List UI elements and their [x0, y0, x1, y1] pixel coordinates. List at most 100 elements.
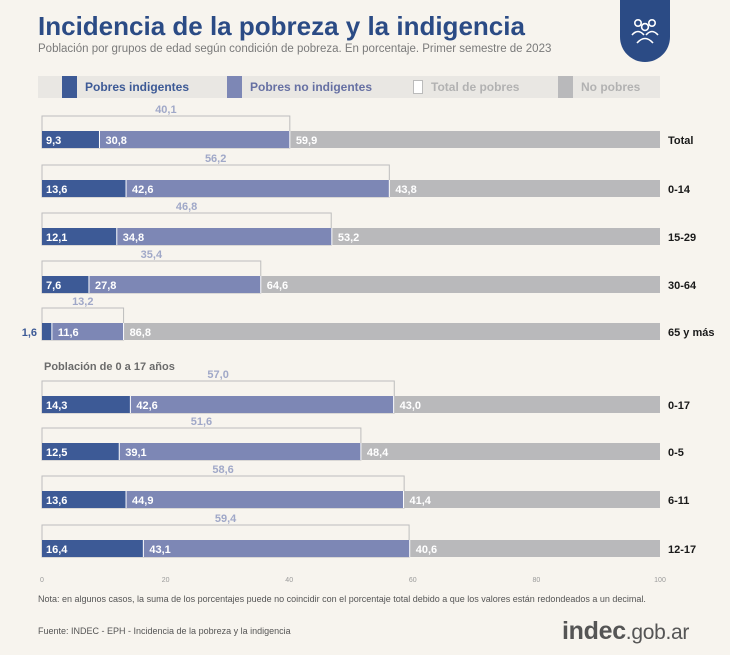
value-no-pobres-0-14: 43,8	[395, 184, 416, 196]
value-no-pobres-0-17: 43,0	[400, 400, 421, 412]
bar-no-pobres-65-y-más	[123, 323, 661, 340]
value-indigentes-0-14: 13,6	[46, 184, 67, 196]
total-label-15-29: 46,8	[176, 201, 197, 213]
total-label-65-y-más: 13,2	[72, 296, 93, 308]
category-label-30-64: 30-64	[668, 280, 697, 292]
total-label-0-17: 57,0	[207, 369, 228, 381]
legend-label-indigentes: Pobres indigentes	[85, 80, 190, 94]
bar-no-pobres-0-5	[360, 443, 660, 460]
bar-no-indigentes-65-y-más	[51, 323, 124, 340]
value-no-indigentes-6-11: 44,9	[132, 495, 153, 507]
legend-label-no-indigentes: Pobres no indigentes	[250, 80, 373, 94]
bar-no-pobres-0-17	[393, 396, 660, 413]
value-indigentes-65-y-más: 1,6	[22, 327, 37, 339]
legend-swatch-no-indigentes	[227, 76, 242, 98]
x-tick-2: 40	[285, 577, 293, 584]
value-no-indigentes-30-64: 27,8	[95, 280, 116, 292]
total-label-12-17: 59,4	[215, 513, 237, 525]
legend-item-no-pobres: No pobres	[558, 76, 640, 98]
value-no-indigentes-15-29: 34,8	[123, 232, 144, 244]
value-no-pobres-15-29: 53,2	[338, 232, 359, 244]
people-badge	[620, 0, 670, 62]
total-label-total: 40,1	[155, 104, 176, 116]
value-indigentes-12-17: 16,4	[46, 544, 68, 556]
total-label-30-64: 35,4	[141, 249, 163, 261]
value-no-indigentes-total: 30,8	[105, 135, 126, 147]
legend-swatch-total	[413, 80, 423, 94]
value-indigentes-total: 9,3	[46, 135, 61, 147]
value-no-indigentes-0-5: 39,1	[125, 447, 146, 459]
total-label-6-11: 58,6	[212, 464, 233, 476]
value-no-pobres-6-11: 41,4	[410, 495, 432, 507]
category-label-0-14: 0-14	[668, 184, 691, 196]
bar-no-indigentes-12-17	[143, 540, 410, 557]
x-tick-3: 60	[409, 577, 417, 584]
value-no-pobres-30-64: 64,6	[267, 280, 288, 292]
bar-indigentes-0-5	[42, 443, 120, 460]
indec-logo: indec.gob.ar	[562, 617, 690, 645]
bar-no-indigentes-0-17	[130, 396, 394, 413]
value-no-indigentes-0-17: 42,6	[136, 400, 157, 412]
category-label-0-5: 0-5	[668, 447, 684, 459]
bar-no-indigentes-0-5	[119, 443, 361, 460]
x-tick-1: 20	[162, 577, 170, 584]
value-no-pobres-total: 59,9	[296, 135, 317, 147]
bar-indigentes-30-64	[42, 276, 89, 293]
value-indigentes-6-11: 13,6	[46, 495, 67, 507]
category-label-0-17: 0-17	[668, 400, 690, 412]
legend-label-total: Total de pobres	[431, 80, 520, 94]
page-subtitle: Población por grupos de edad según condi…	[38, 43, 552, 55]
bar-indigentes-0-17	[42, 396, 131, 413]
bar-no-indigentes-15-29	[116, 228, 332, 245]
chart-legend: Pobres indigentes Pobres no indigentes T…	[38, 76, 660, 98]
x-tick-4: 80	[533, 577, 541, 584]
category-label-6-11: 6-11	[668, 495, 689, 507]
bar-no-indigentes-0-14	[126, 180, 390, 197]
bar-indigentes-total	[42, 131, 100, 148]
bar-no-indigentes-30-64	[88, 276, 261, 293]
footnote: Nota: en algunos casos, la suma de los p…	[38, 594, 646, 604]
x-tick-5: 100	[654, 577, 666, 584]
page-title: Incidencia de la pobreza y la indigencia	[38, 11, 525, 41]
source-line: Fuente: INDEC - EPH - Incidencia de la p…	[38, 626, 291, 636]
section-label: Población de 0 a 17 años	[44, 361, 175, 373]
legend-item-total: Total de pobres	[410, 76, 519, 98]
category-label-15-29: 15-29	[668, 232, 696, 244]
category-label-12-17: 12-17	[668, 544, 696, 556]
bar-indigentes-15-29	[42, 228, 117, 245]
value-indigentes-0-5: 12,5	[46, 447, 67, 459]
bar-no-pobres-6-11	[403, 491, 660, 508]
bar-no-indigentes-6-11	[126, 491, 404, 508]
legend-item-no-indigentes: Pobres no indigentes	[227, 76, 372, 98]
poverty-bar-chart: 40,1 9,3 30,8 59,9 Total 56,2 13,6 42,6 43,8 0-14…	[22, 104, 715, 584]
bar-indigentes-12-17	[42, 540, 144, 557]
bar-no-pobres-30-64	[260, 276, 660, 293]
category-label-total: Total	[668, 135, 693, 147]
value-indigentes-15-29: 12,1	[46, 232, 67, 244]
legend-swatch-no-pobres	[558, 76, 573, 98]
bar-no-indigentes-total	[99, 131, 290, 148]
value-no-pobres-0-5: 48,4	[367, 447, 389, 459]
value-no-pobres-65-y-más: 86,8	[130, 327, 151, 339]
value-no-indigentes-12-17: 43,1	[149, 544, 170, 556]
total-label-0-14: 56,2	[205, 153, 226, 165]
value-indigentes-0-17: 14,3	[46, 400, 67, 412]
category-label-65-y-más: 65 y más	[668, 327, 714, 339]
total-label-0-5: 51,6	[191, 416, 212, 428]
legend-item-indigentes: Pobres indigentes	[62, 76, 189, 98]
legend-swatch-indigentes	[62, 76, 77, 98]
legend-label-no-pobres: No pobres	[581, 80, 641, 94]
bar-indigentes-6-11	[42, 491, 127, 508]
value-no-indigentes-65-y-más: 11,6	[58, 327, 79, 339]
value-no-pobres-12-17: 40,6	[416, 544, 437, 556]
value-indigentes-30-64: 7,6	[46, 280, 61, 292]
value-no-indigentes-0-14: 42,6	[132, 184, 153, 196]
x-tick-0: 0	[40, 577, 44, 584]
people-group-icon	[631, 18, 659, 44]
bar-indigentes-65-y-más	[42, 323, 52, 340]
bar-indigentes-0-14	[42, 180, 127, 197]
bar-no-pobres-15-29	[331, 228, 660, 245]
bar-no-pobres-total	[289, 131, 660, 148]
bar-no-pobres-0-14	[389, 180, 660, 197]
bar-no-pobres-12-17	[409, 540, 660, 557]
